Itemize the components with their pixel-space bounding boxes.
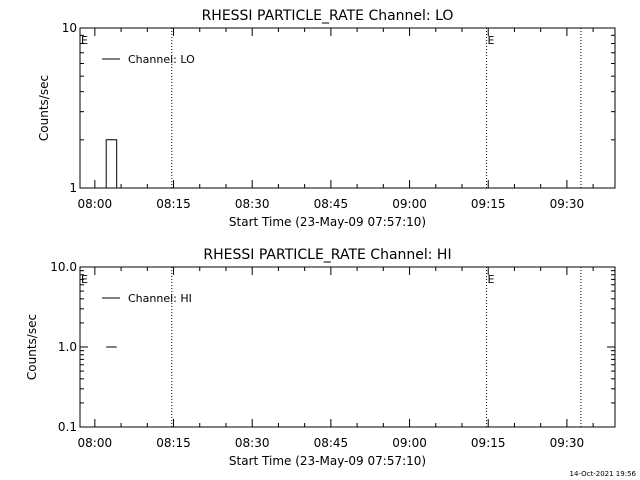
left-event-marker-hi: E	[81, 273, 88, 286]
y-axis-label-lo: Counts/sec	[37, 75, 51, 141]
x-axis-label-lo: Start Time (23-May-09 07:57:10)	[229, 215, 426, 229]
x-tick-label-hi: 08:00	[78, 436, 113, 450]
x-tick-label-lo: 08:45	[314, 197, 349, 211]
plot-frame-lo	[79, 27, 616, 189]
x-tick-label-hi: 08:15	[156, 436, 191, 450]
x-tick-label-hi: 09:30	[550, 436, 585, 450]
event-marker-label-lo: E	[487, 34, 494, 47]
y-tick-label-hi: 0.1	[58, 420, 77, 434]
x-tick-label-lo: 08:00	[78, 197, 113, 211]
series-line-lo	[105, 139, 118, 188]
x-tick-label-hi: 08:30	[235, 436, 270, 450]
x-tick-label-lo: 08:15	[156, 197, 191, 211]
plot-frame-hi	[79, 266, 616, 428]
y-tick-label-lo: 10	[62, 21, 77, 35]
x-tick-label-lo: 09:15	[471, 197, 506, 211]
x-axis-label-hi: Start Time (23-May-09 07:57:10)	[229, 454, 426, 468]
y-tick-label-lo: 1	[69, 181, 77, 195]
x-tick-label-hi: 08:45	[314, 436, 349, 450]
x-tick-label-hi: 09:00	[392, 436, 427, 450]
y-axis-label-hi: Counts/sec	[25, 314, 39, 380]
legend-label-hi: Channel: HI	[128, 292, 192, 305]
x-tick-label-hi: 09:15	[471, 436, 506, 450]
y-tick-label-hi: 10.0	[50, 260, 77, 274]
x-tick-label-lo: 08:30	[235, 197, 270, 211]
left-event-marker-lo: E	[81, 34, 88, 47]
chart-title-hi: RHESSI PARTICLE_RATE Channel: HI	[203, 247, 451, 263]
y-tick-label-hi: 1.0	[58, 340, 77, 354]
footer-timestamp: 14-Oct-2021 19:56	[570, 470, 637, 478]
chart-title-lo: RHESSI PARTICLE_RATE Channel: LO	[202, 8, 454, 24]
legend-label-lo: Channel: LO	[128, 53, 195, 66]
x-tick-label-lo: 09:00	[392, 197, 427, 211]
x-tick-label-lo: 09:30	[550, 197, 585, 211]
event-marker-label-hi: E	[487, 273, 494, 286]
